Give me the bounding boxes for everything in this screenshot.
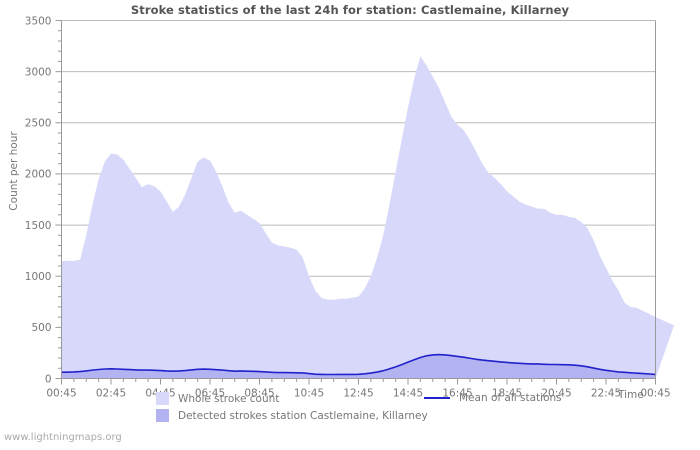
svg-text:0: 0 <box>45 373 52 385</box>
svg-text:06:45: 06:45 <box>195 388 225 400</box>
svg-text:10:45: 10:45 <box>294 388 324 400</box>
legend-label-mean: Mean of all stations <box>459 392 562 404</box>
legend-label-whole: Whole stroke count <box>178 392 280 405</box>
svg-text:3500: 3500 <box>25 15 52 27</box>
svg-text:16:45: 16:45 <box>442 388 472 400</box>
svg-text:2500: 2500 <box>25 118 52 130</box>
svg-text:00:45: 00:45 <box>640 388 670 400</box>
svg-text:20:45: 20:45 <box>541 388 571 400</box>
svg-text:500: 500 <box>31 322 51 334</box>
legend-item-detected-strokes-station: Detected strokes station Castlemaine, Ki… <box>156 409 428 422</box>
svg-text:08:45: 08:45 <box>244 388 274 400</box>
axis-frame <box>61 20 656 379</box>
x-axis-ticks: 00:4502:4504:4506:4508:4510:4512:4514:45… <box>46 378 671 400</box>
watermark: www.lightningmaps.org <box>4 432 122 443</box>
x-axis-label-wrapper: Time <box>618 389 644 401</box>
svg-text:3000: 3000 <box>25 66 52 78</box>
legend-item-whole-stroke-count: Whole stroke count <box>156 392 279 405</box>
series-layer <box>61 56 675 379</box>
chart-legend: Whole stroke count Detected strokes stat… <box>0 392 700 426</box>
svg-text:22:45: 22:45 <box>591 388 621 400</box>
svg-text:1000: 1000 <box>25 271 52 283</box>
svg-text:1500: 1500 <box>25 220 52 232</box>
svg-text:02:45: 02:45 <box>96 388 126 400</box>
legend-item-mean-of-all-stations: Mean of all stations <box>424 392 562 404</box>
svg-text:12:45: 12:45 <box>343 388 373 400</box>
legend-line-mean <box>424 397 450 399</box>
y-axis-ticks: 0 500 1000 1500 2000 2500 3000 3500 <box>25 15 62 385</box>
svg-text:14:45: 14:45 <box>393 388 423 400</box>
svg-text:18:45: 18:45 <box>492 388 522 400</box>
legend-swatch-whole <box>156 392 169 405</box>
legend-label-station: Detected strokes station Castlemaine, Ki… <box>178 409 428 422</box>
chart-title: Stroke statistics of the last 24h for st… <box>130 3 570 17</box>
x-axis-label: Time <box>618 389 644 401</box>
legend-swatch-station <box>156 409 169 422</box>
svg-text:2000: 2000 <box>25 169 52 181</box>
svg-text:00:45: 00:45 <box>46 388 76 400</box>
